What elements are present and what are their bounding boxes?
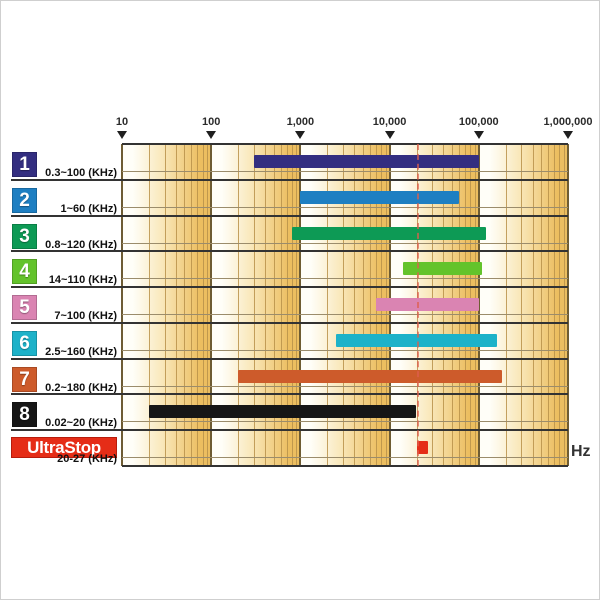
row-number-badge: 2 (12, 187, 37, 213)
grid-minor-vline (238, 144, 240, 466)
grid-minor-vline (286, 144, 288, 466)
row-range-label: 0.2~180 (KHz) (45, 381, 117, 394)
grid-band-thin-hline (122, 457, 568, 459)
grid-band-thin-hline (122, 242, 568, 244)
grid-top-edge (122, 143, 568, 145)
row-number-badge: 1 (12, 152, 37, 177)
grid-minor-vline (343, 144, 344, 466)
frequency-bar (291, 226, 486, 240)
row-separator-line (11, 321, 568, 324)
grid-minor-vline (541, 144, 543, 466)
grid-band-thin-hline (122, 421, 568, 423)
grid-decade-vline (121, 144, 123, 466)
frequency-bar (375, 298, 479, 312)
grid-band-thin-hline (122, 385, 568, 387)
axis-tick-marker (117, 131, 127, 139)
row-number-badge: 6 (12, 330, 37, 356)
grid-minor-vline (202, 144, 204, 466)
grid-minor-vline (559, 144, 561, 466)
grid-minor-vline (253, 144, 255, 466)
axis-tick-label: 1,000,000 (543, 116, 593, 128)
grid-minor-vline (264, 144, 266, 466)
grid-minor-vline (505, 144, 507, 466)
frequency-bar (300, 190, 459, 204)
grid-minor-vline (548, 144, 550, 466)
row-range-label: 1~60 (KHz) (60, 202, 117, 215)
grid-minor-vline (532, 144, 534, 466)
grid-minor-vline (291, 144, 293, 466)
grid-band-thin-hline (122, 314, 568, 316)
grid-decade-vline (299, 144, 302, 466)
grid-bottom-edge (122, 465, 568, 467)
frequency-bar (238, 369, 502, 383)
grid-minor-vline (207, 144, 209, 466)
grid-decade-vline (477, 144, 480, 466)
row-range-label: 0.8~120 (KHz) (45, 238, 117, 251)
grid-decade-vline (210, 144, 213, 466)
frequency-bar (148, 405, 417, 419)
grid-minor-vline (184, 144, 186, 466)
row-range-label: 7~100 (KHz) (54, 310, 117, 323)
row-range-label: 0.02~20 (KHz) (45, 417, 117, 430)
grid-band-thin-hline (122, 206, 568, 208)
axis-tick-label: 10 (115, 116, 129, 128)
axis-unit-label: Hz (571, 443, 591, 460)
grid-band-thin-hline (122, 349, 568, 351)
axis-tick-label: 100 (202, 116, 221, 128)
row-separator-line (11, 250, 568, 253)
grid-minor-vline (563, 144, 565, 466)
axis-tick-label: 1,000 (286, 116, 315, 128)
grid-minor-vline (164, 144, 166, 466)
frequency-bar (335, 333, 497, 347)
grid-minor-vline (554, 144, 556, 466)
ultrastop-badge: UltraStop (11, 437, 117, 459)
grid-decade-background (478, 144, 568, 466)
frequency-bar (253, 155, 479, 168)
row-separator-line (11, 357, 568, 360)
grid-minor-vline (197, 144, 199, 466)
grid-minor-vline (327, 144, 329, 466)
row-range-label: 0.3~100 (KHz) (45, 167, 117, 179)
row-number-badge: 8 (12, 402, 37, 428)
marker-line (417, 144, 420, 466)
grid-band-thin-hline (122, 278, 568, 280)
axis-tick-marker (563, 131, 573, 139)
grid-minor-vline (521, 144, 523, 466)
frequency-bar (402, 262, 483, 276)
grid-minor-vline (354, 144, 356, 466)
grid-minor-vline (369, 144, 371, 466)
grid-minor-vline (191, 144, 193, 466)
axis-tick-label: 10,000 (372, 116, 407, 128)
axis-tick-marker (473, 131, 484, 139)
row-separator-line (11, 178, 568, 181)
axis-tick-label: 100,000 (458, 116, 499, 128)
grid-minor-vline (280, 144, 282, 466)
grid-band-thin-hline (122, 171, 568, 172)
grid-minor-vline (175, 144, 177, 466)
axis-tick-marker (206, 131, 217, 139)
grid-minor-vline (362, 144, 364, 466)
row-number-badge: 3 (12, 223, 37, 249)
row-range-label: 14~110 (KHz) (48, 274, 117, 287)
row-separator-line (11, 429, 568, 432)
grid-minor-vline (148, 144, 150, 466)
grid-decade-vline (567, 144, 569, 466)
row-separator-line (11, 393, 568, 396)
row-separator-line (11, 286, 568, 289)
row-number-badge: 4 (12, 259, 37, 285)
row-range-label: 20-27 (KHz) (57, 453, 117, 466)
frequency-bar (416, 441, 429, 455)
grid-minor-vline (296, 144, 298, 466)
axis-tick-marker (384, 131, 395, 139)
row-number-badge: 5 (12, 295, 37, 321)
row-separator-line (11, 214, 568, 217)
row-range-label: 2.5~160 (KHz) (45, 345, 117, 358)
grid-minor-vline (273, 144, 275, 466)
row-number-badge: 7 (12, 366, 37, 392)
axis-tick-marker (295, 131, 306, 139)
